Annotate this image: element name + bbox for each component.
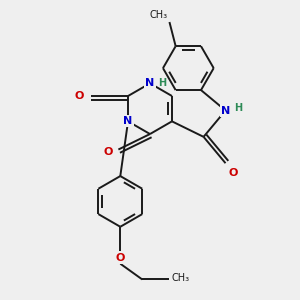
Text: N: N <box>146 78 154 88</box>
Text: CH₃: CH₃ <box>150 10 168 20</box>
Text: H: H <box>234 103 242 113</box>
Text: N: N <box>221 106 230 116</box>
Text: N: N <box>123 116 133 126</box>
Text: O: O <box>75 91 84 101</box>
Text: O: O <box>116 253 125 262</box>
Text: CH₃: CH₃ <box>171 273 189 284</box>
Text: O: O <box>228 168 238 178</box>
Text: O: O <box>104 147 113 157</box>
Text: H: H <box>158 78 166 88</box>
